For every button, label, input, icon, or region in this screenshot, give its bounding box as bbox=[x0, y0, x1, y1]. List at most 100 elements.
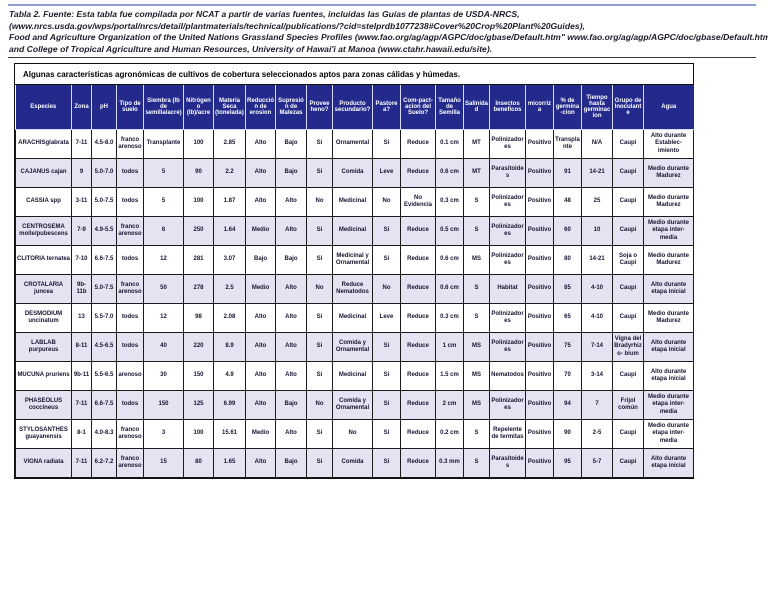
column-header: Siembra (lb de semilla/acre) bbox=[143, 85, 184, 130]
data-cell: 90 bbox=[553, 419, 582, 449]
data-cell: Bajo bbox=[245, 245, 276, 275]
data-cell: S bbox=[463, 303, 490, 333]
table-row: CENTROSEMA molle/pubescens 7-9 4.9-5.5 fran… bbox=[15, 216, 694, 246]
data-cell: Caupi bbox=[612, 448, 644, 478]
data-cell: 30 bbox=[143, 361, 184, 391]
data-cell: 4-10 bbox=[581, 274, 613, 304]
species-cell: CLITORIA ternatea bbox=[15, 245, 72, 275]
data-cell: 150 bbox=[143, 390, 184, 420]
note-table-divider bbox=[8, 57, 756, 58]
data-cell: Si bbox=[306, 332, 333, 362]
data-cell: 75 bbox=[553, 332, 582, 362]
data-cell: 0.6 cm bbox=[435, 158, 464, 188]
data-cell: Positivo bbox=[525, 419, 554, 449]
data-cell: 5.5-7.0 bbox=[91, 303, 117, 333]
data-cell: 250 bbox=[183, 216, 214, 246]
data-cell: Alto bbox=[245, 361, 276, 391]
data-cell: 12 bbox=[143, 245, 184, 275]
data-cell: Transplante bbox=[143, 129, 184, 159]
data-cell: S bbox=[463, 448, 490, 478]
data-cell: Leve bbox=[372, 303, 401, 333]
data-cell: 6 bbox=[143, 216, 184, 246]
data-cell: 10 bbox=[581, 216, 613, 246]
data-cell: Parasitoides bbox=[489, 448, 526, 478]
data-cell: 100 bbox=[183, 187, 214, 217]
data-cell: 0.3 cm bbox=[435, 303, 464, 333]
data-cell: 281 bbox=[183, 245, 214, 275]
data-cell: 9b-11 bbox=[71, 361, 92, 391]
data-cell: Reduce bbox=[400, 245, 436, 275]
data-table: Especies Zona pH Tipo de suelo Siembra (lb d… bbox=[15, 85, 694, 478]
data-cell: Reduce bbox=[400, 390, 436, 420]
table-title: Algunas características agronómicas de c… bbox=[15, 64, 693, 85]
data-cell: 5.5-6.5 bbox=[91, 361, 117, 391]
data-cell: Si bbox=[372, 448, 401, 478]
data-cell: 0.6 cm bbox=[435, 245, 464, 275]
data-cell: Si bbox=[372, 216, 401, 246]
data-cell: Polinizadores bbox=[489, 187, 526, 217]
data-cell: Reduce Nematodos bbox=[332, 274, 373, 304]
column-header: pH bbox=[91, 85, 117, 130]
data-cell: 2 cm bbox=[435, 390, 464, 420]
data-cell: MS bbox=[463, 332, 490, 362]
source-note-line: Food and Agriculture Organization of the… bbox=[9, 32, 768, 43]
data-cell: Caupi bbox=[612, 303, 644, 333]
data-cell: 80 bbox=[183, 448, 214, 478]
data-cell: franco arenoso bbox=[116, 419, 144, 449]
data-cell: 7-10 bbox=[71, 245, 92, 275]
data-cell: 6.2-7.2 bbox=[91, 448, 117, 478]
data-cell: Transplante bbox=[553, 129, 582, 159]
data-cell: 94 bbox=[553, 390, 582, 420]
data-cell: 5.0-7.5 bbox=[91, 187, 117, 217]
data-cell: Alto bbox=[275, 303, 307, 333]
data-cell: todos bbox=[116, 187, 144, 217]
data-cell: Leve bbox=[372, 158, 401, 188]
data-cell: Bajo bbox=[275, 390, 307, 420]
species-cell: DESMODIUM uncinatum bbox=[15, 303, 72, 333]
data-cell: Alto bbox=[275, 187, 307, 217]
data-cell: Si bbox=[306, 303, 333, 333]
table-header-row: Especies Zona pH Tipo de suelo Siembra (lb d… bbox=[15, 85, 694, 130]
data-cell: 1.87 bbox=[213, 187, 246, 217]
data-cell: 80 bbox=[553, 245, 582, 275]
data-cell: 98 bbox=[183, 303, 214, 333]
data-cell: Medio durante Madurez bbox=[643, 158, 694, 188]
data-cell: 2.08 bbox=[213, 303, 246, 333]
data-cell: Alto bbox=[245, 332, 276, 362]
data-cell: Positivo bbox=[525, 303, 554, 333]
data-cell: franco arenoso bbox=[116, 274, 144, 304]
data-cell: Reduce bbox=[400, 158, 436, 188]
data-cell: Comida y Ornamental bbox=[332, 390, 373, 420]
data-cell: 95 bbox=[553, 448, 582, 478]
table-row: CAJANUS cajan 9 5.0-7.0 todos 5 90 2.2 Alto Bajo… bbox=[15, 158, 694, 188]
data-cell: 48 bbox=[553, 187, 582, 217]
data-cell: Positivo bbox=[525, 361, 554, 391]
data-cell: 4-10 bbox=[581, 303, 613, 333]
column-header: Salinidad bbox=[463, 85, 490, 130]
data-cell: 4.9 bbox=[213, 361, 246, 391]
data-cell: 25 bbox=[581, 187, 613, 217]
data-cell: Soja o Caupi bbox=[612, 245, 644, 275]
data-cell: Si bbox=[372, 361, 401, 391]
data-cell: 1 cm bbox=[435, 332, 464, 362]
data-cell: Alto durante etapa inicial bbox=[643, 332, 694, 362]
column-header: Materia Seca (tonelada) bbox=[213, 85, 246, 130]
data-cell: Reduce bbox=[400, 274, 436, 304]
data-cell: Alto bbox=[275, 419, 307, 449]
data-cell: Reduce bbox=[400, 419, 436, 449]
data-cell: Caupi bbox=[612, 187, 644, 217]
data-cell: Polinizadores bbox=[489, 216, 526, 246]
data-cell: Medio bbox=[245, 419, 276, 449]
data-cell: MS bbox=[463, 390, 490, 420]
data-cell: No bbox=[372, 274, 401, 304]
data-cell: S bbox=[463, 187, 490, 217]
data-cell: Alto durante etapa inicial bbox=[643, 448, 694, 478]
data-cell: Caupi bbox=[612, 361, 644, 391]
data-cell: Parasitoides bbox=[489, 158, 526, 188]
table-row: DESMODIUM uncinatum 13 5.5-7.0 todos 12 98 2.0… bbox=[15, 303, 694, 333]
species-cell: CENTROSEMA molle/pubescens bbox=[15, 216, 72, 246]
data-cell: 8.9 bbox=[213, 332, 246, 362]
data-cell: Positivo bbox=[525, 245, 554, 275]
data-cell: 5.0-7.0 bbox=[91, 158, 117, 188]
species-cell: VIGNA radiata bbox=[15, 448, 72, 478]
